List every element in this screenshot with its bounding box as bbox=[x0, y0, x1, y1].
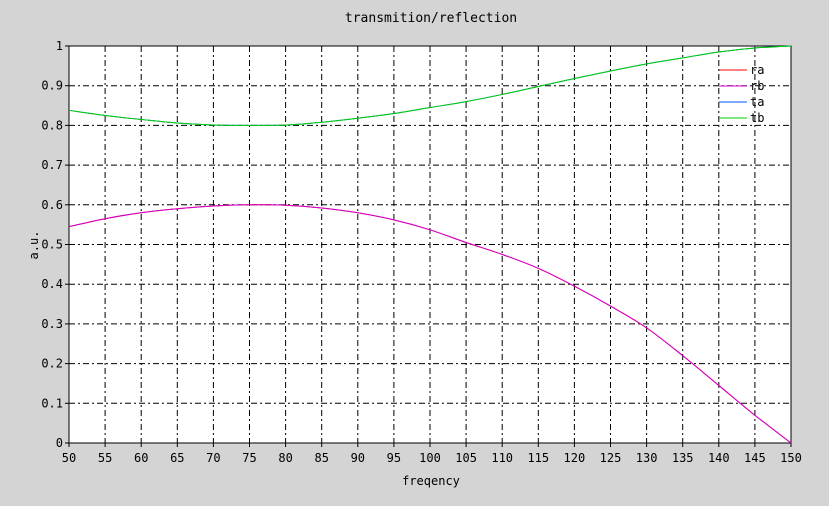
series-line-rb bbox=[68, 204, 792, 444]
y-tick-label: 0.1 bbox=[41, 396, 63, 410]
x-tick-label: 115 bbox=[527, 451, 549, 465]
x-tick-label: 145 bbox=[744, 451, 766, 465]
chart-title: transmition/reflection bbox=[345, 11, 517, 26]
x-tick-label: 65 bbox=[170, 451, 184, 465]
y-axis-label: a.u. bbox=[27, 231, 41, 260]
x-tick-label: 50 bbox=[62, 451, 76, 465]
series-line-tb bbox=[68, 45, 792, 126]
x-tick-label: 70 bbox=[206, 451, 220, 465]
legend-label-ta: ta bbox=[750, 95, 764, 109]
legend-label-tb: tb bbox=[750, 111, 764, 125]
x-tick-label: 150 bbox=[780, 451, 802, 465]
x-axis-label: freqency bbox=[402, 474, 460, 488]
x-axis-ticks: 50 55 60 65 70 75 80 85 90 95 100 105 110 115 120 125 13… bbox=[62, 443, 802, 465]
y-tick-label: 0.3 bbox=[41, 317, 63, 331]
x-tick-label: 85 bbox=[314, 451, 328, 465]
legend-label-rb: rb bbox=[750, 79, 764, 93]
gridlines bbox=[69, 46, 791, 443]
x-tick-label: 75 bbox=[242, 451, 256, 465]
x-tick-label: 95 bbox=[387, 451, 401, 465]
y-tick-label: 0 bbox=[56, 436, 63, 450]
y-tick-label: 0.9 bbox=[41, 79, 63, 93]
x-tick-label: 130 bbox=[636, 451, 658, 465]
y-tick-label: 0.6 bbox=[41, 198, 63, 212]
x-tick-label: 80 bbox=[278, 451, 292, 465]
legend: ra rb ta tb bbox=[719, 63, 764, 125]
x-tick-label: 120 bbox=[564, 451, 586, 465]
y-tick-label: 1 bbox=[56, 39, 63, 53]
legend-label-ra: ra bbox=[750, 63, 764, 77]
series-lines bbox=[68, 45, 792, 444]
x-tick-label: 135 bbox=[672, 451, 694, 465]
x-tick-label: 140 bbox=[708, 451, 730, 465]
x-tick-label: 60 bbox=[134, 451, 148, 465]
y-tick-label: 0.8 bbox=[41, 118, 63, 132]
y-tick-label: 0.2 bbox=[41, 357, 63, 371]
y-tick-label: 0.5 bbox=[41, 238, 63, 252]
x-tick-label: 110 bbox=[491, 451, 513, 465]
y-axis-ticks: 0 0.1 0.2 0.3 0.4 0.5 0.6 0.7 0.8 0.9 1 bbox=[41, 39, 69, 450]
x-tick-label: 55 bbox=[98, 451, 112, 465]
x-tick-label: 105 bbox=[455, 451, 477, 465]
x-tick-label: 90 bbox=[351, 451, 365, 465]
y-tick-label: 0.4 bbox=[41, 277, 63, 291]
x-tick-label: 125 bbox=[600, 451, 622, 465]
y-tick-label: 0.7 bbox=[41, 158, 63, 172]
x-tick-label: 100 bbox=[419, 451, 441, 465]
